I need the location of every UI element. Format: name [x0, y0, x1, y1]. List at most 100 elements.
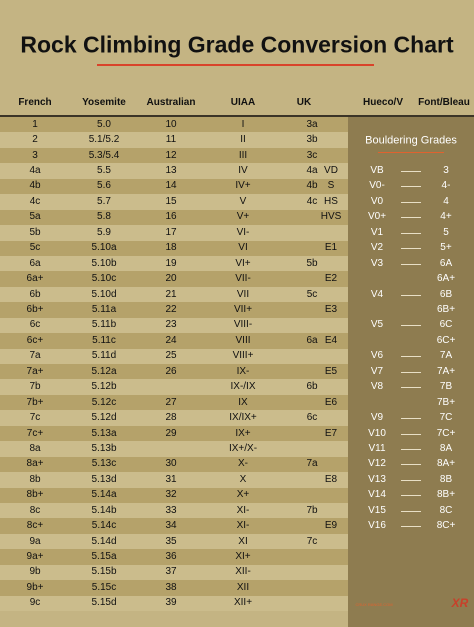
cell: S	[327, 180, 335, 192]
cell: VII	[236, 288, 250, 300]
cell: 34	[165, 520, 177, 532]
cell: 31	[165, 473, 177, 485]
cell: 12	[165, 149, 177, 161]
cell: 16	[165, 211, 177, 223]
row-band	[0, 240, 348, 256]
cell: 11	[165, 134, 177, 146]
cell: VI	[238, 242, 248, 254]
row-band	[0, 132, 348, 148]
hueco-grade: V2	[370, 242, 384, 254]
cell: 5.6	[97, 180, 111, 192]
column-header: French	[18, 97, 52, 108]
cell: 6a	[306, 334, 318, 346]
cell: 5.13c	[91, 458, 117, 470]
hueco-grade: V0	[370, 195, 384, 207]
row-band	[0, 580, 348, 596]
cell: E2	[324, 273, 338, 285]
hueco-grade: V13	[368, 473, 386, 485]
cell: 5.10d	[91, 288, 117, 300]
cell: 2	[32, 134, 38, 146]
cell: 5.11d	[91, 350, 117, 362]
cell: 9b	[29, 566, 41, 578]
dash	[401, 464, 421, 466]
cell: 19	[165, 257, 177, 269]
cell: 5.7	[97, 195, 111, 207]
hueco-grade: V12	[368, 458, 386, 470]
cell: 4c	[29, 195, 41, 207]
title-rule	[97, 64, 374, 66]
cell: XII-	[235, 566, 251, 578]
cell: 6a+	[26, 273, 44, 285]
cell: 6a	[29, 257, 41, 269]
cell: 3b	[306, 134, 318, 146]
font-grade: 7B+	[436, 396, 456, 408]
cell: 35	[165, 535, 177, 547]
row-band	[0, 225, 348, 241]
cell: 8a	[29, 442, 41, 454]
bouldering-rule	[378, 152, 444, 153]
font-grade: 6C	[439, 319, 453, 331]
cell: 5.13d	[91, 473, 117, 485]
cell: VI-	[236, 226, 250, 238]
column-header: UIAA	[230, 97, 256, 108]
column-header: Hueco/V	[362, 97, 404, 108]
dash	[401, 171, 421, 173]
cell: XI+	[235, 551, 251, 563]
cell: 6c+	[26, 334, 44, 346]
font-grade: 6C+	[436, 334, 456, 346]
font-grade: 8B+	[436, 489, 456, 501]
cell: 32	[165, 489, 177, 501]
cell: 8b+	[26, 489, 44, 501]
hueco-grade: V6	[370, 350, 384, 362]
cell: V	[239, 195, 247, 207]
row-band	[0, 348, 348, 365]
cell: 7c	[306, 535, 318, 547]
cell: IX+/X-	[228, 442, 258, 454]
row-band	[0, 518, 348, 534]
cell: 4b	[29, 180, 41, 192]
cell: 7b+	[26, 396, 44, 408]
cell: VII-	[235, 273, 251, 285]
cell: VD	[324, 165, 338, 177]
font-grade: 5	[443, 226, 449, 238]
cell: 29	[165, 427, 177, 439]
cell: IX	[238, 396, 248, 408]
cell: XI-	[236, 504, 250, 516]
cell: XII+	[233, 597, 253, 609]
hueco-grade: VB	[370, 165, 384, 177]
cell: 4a	[306, 165, 318, 177]
cell: 5.15c	[91, 581, 117, 593]
row-band	[0, 456, 348, 473]
font-grade: 7C+	[436, 427, 456, 439]
cell: VI+	[235, 257, 251, 269]
footer-site: CRUX RANGE.COM	[355, 602, 393, 607]
font-grade: 8B	[439, 473, 453, 485]
dash	[401, 433, 421, 435]
cell: 24	[165, 334, 177, 346]
cell: 28	[165, 412, 177, 424]
cell: E5	[324, 365, 338, 377]
row-band	[0, 255, 348, 272]
row-band	[0, 595, 348, 612]
cell: 9b+	[26, 581, 44, 593]
cell: 26	[165, 365, 177, 377]
cell: 5.10b	[91, 257, 117, 269]
cell: II	[240, 134, 246, 146]
cell: 36	[165, 551, 177, 563]
cell: 5.9	[97, 226, 111, 238]
cell: 5.12b	[91, 381, 117, 393]
cell: 5.11b	[91, 319, 117, 331]
cell: 7b	[306, 504, 318, 516]
cell: VII+	[233, 304, 253, 315]
cell: 25	[165, 350, 177, 362]
row-band	[0, 163, 348, 179]
dash	[401, 186, 421, 188]
font-grade: 4-	[441, 180, 451, 192]
cell: 9a+	[26, 551, 44, 563]
cell: 1	[32, 118, 38, 130]
hueco-grade: V16	[368, 520, 386, 532]
cell: VIII-	[233, 319, 253, 331]
cell: 6b	[29, 288, 41, 300]
hueco-grade: V7	[370, 365, 384, 377]
